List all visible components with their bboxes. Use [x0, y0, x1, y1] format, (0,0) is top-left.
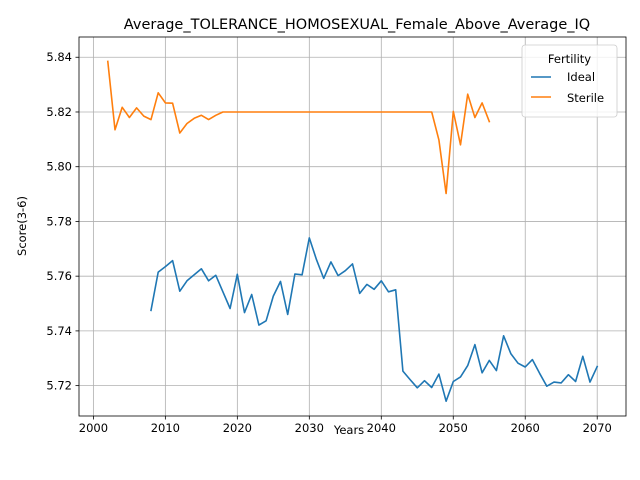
y-tick-label: 5.78	[46, 214, 72, 228]
x-axis-ticks: 2000 2010 2020 2030 2040 2050 2060 2070	[79, 416, 612, 435]
y-tick-label: 5.84	[46, 50, 72, 64]
legend-label-ideal: Ideal	[567, 70, 595, 84]
axes-frame	[78, 36, 627, 417]
y-tick-label: 5.80	[46, 160, 72, 174]
series-line-ideal	[150, 237, 599, 403]
x-tick-label: 2060	[511, 421, 540, 435]
y-tick-label: 5.74	[46, 324, 72, 338]
series-line-sterile	[106, 60, 491, 195]
x-axis-label: Years	[333, 423, 364, 437]
legend-label-sterile: Sterile	[567, 91, 604, 105]
y-axis-ticks: 5.72 5.74 5.76 5.78 5.80 5.82 5.84	[46, 50, 79, 393]
x-tick-label: 2030	[295, 421, 324, 435]
y-axis-label: Score(3-6)	[15, 196, 29, 256]
x-tick-label: 2000	[79, 421, 108, 435]
x-tick-label: 2040	[367, 421, 396, 435]
x-tick-label: 2010	[151, 421, 180, 435]
y-tick-label: 5.82	[46, 105, 72, 119]
x-tick-label: 2050	[439, 421, 468, 435]
series-lines	[106, 60, 599, 403]
chart-title: Average_TOLERANCE_HOMOSEXUAL_Female_Abov…	[124, 17, 590, 33]
x-tick-label: 2020	[223, 421, 252, 435]
legend-box	[521, 44, 618, 118]
legend: Fertility Ideal Sterile	[521, 44, 618, 118]
y-tick-label: 5.76	[46, 269, 72, 283]
x-tick-label: 2070	[583, 421, 612, 435]
y-tick-label: 5.72	[46, 379, 72, 393]
legend-title: Fertility	[548, 52, 591, 66]
